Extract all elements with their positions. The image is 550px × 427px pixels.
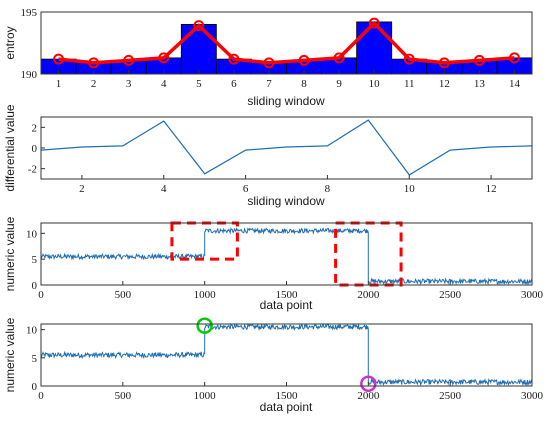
signal-boxes-ytick-label: 10 <box>26 228 38 240</box>
entropy-point <box>403 53 415 65</box>
entropy-xtick-label: 4 <box>161 78 167 90</box>
entropy-xtick-label: 13 <box>474 78 486 90</box>
entropy-bar <box>180 23 217 75</box>
entropy-xtick-label: 2 <box>91 78 97 90</box>
signal-boxes-xtick-label: 500 <box>115 289 132 301</box>
circle-annotation <box>360 375 377 392</box>
signal-boxes-ytick-label: 5 <box>32 254 38 266</box>
entropy-point <box>228 53 240 65</box>
signal-boxes-xtick-label: 3000 <box>521 289 544 301</box>
signal-markers-series-line <box>40 322 533 387</box>
signal-boxes-series-line <box>40 227 533 286</box>
signal-boxes-ticks: 0 500 1000 1500 2000 2500 3000 0 5 10 <box>26 228 544 301</box>
differential-series-line <box>40 119 533 176</box>
entropy-point <box>438 57 450 69</box>
signal-markers-xtick-label: 2000 <box>357 390 380 402</box>
entropy-point <box>298 54 310 66</box>
entropy-xtick-label: 1 <box>56 78 62 90</box>
circle-annotation <box>196 317 213 334</box>
signal-markers-xtick-label: 1000 <box>194 390 217 402</box>
signal-boxes-xtick-label: 1000 <box>194 289 217 301</box>
differential-xtick-label: 2 <box>79 183 85 195</box>
entropy-xtick-label: 6 <box>231 78 237 90</box>
entropy-xtick-label: 3 <box>126 78 132 90</box>
signal-markers-ytick-label: 5 <box>32 353 38 365</box>
signal-markers-xtick-label: 0 <box>38 390 44 402</box>
entropy-xtick-label: 11 <box>404 78 415 90</box>
entropy-line <box>53 17 520 69</box>
signal-markers-ticks: 0 500 1000 1500 2000 2500 3000 0 5 10 <box>26 325 544 402</box>
differential-xtick-label: 4 <box>161 183 167 195</box>
signal-boxes-line <box>40 227 533 286</box>
signal-markers-xlabel: data point <box>260 400 313 414</box>
signal-boxes-ytick-label: 0 <box>32 280 38 292</box>
entropy-bar <box>356 21 393 75</box>
signal-markers-ytick-label: 10 <box>26 325 38 337</box>
panel-differential: 2 4 6 8 10 12 -2 0 2 sliding window differential… <box>3 104 533 208</box>
differential-xtick-label: 8 <box>325 183 331 195</box>
entropy-ylabel: entroy <box>3 26 17 59</box>
entropy-axes-frame <box>40 11 533 75</box>
entropy-xtick-label: 10 <box>369 78 381 90</box>
entropy-xtick-label: 9 <box>336 78 342 90</box>
entropy-point <box>368 17 380 29</box>
signal-markers-xtick-label: 1500 <box>276 390 299 402</box>
entropy-xtick-label: 7 <box>266 78 272 90</box>
entropy-point <box>88 57 100 69</box>
entropy-bars <box>40 21 533 75</box>
differential-xlabel: sliding window <box>247 194 325 208</box>
signal-markers-xtick-label: 3000 <box>521 390 544 402</box>
signal-markers-ytick-label: 0 <box>32 381 38 393</box>
differential-line <box>40 119 533 176</box>
differential-ytick-label: 0 <box>32 143 38 155</box>
differential-ytick-label: -2 <box>28 164 37 176</box>
entropy-xlabel: sliding window <box>247 94 325 108</box>
signal-boxes-xtick-label: 0 <box>38 289 44 301</box>
signal-boxes-xlabel: data point <box>260 298 313 312</box>
entropy-point <box>333 52 345 64</box>
entropy-xtick-label: 12 <box>439 78 450 90</box>
signal-boxes-axes-frame <box>40 222 533 286</box>
signal-boxes-xtick-label: 1500 <box>276 289 299 301</box>
differential-xtick-label: 12 <box>486 183 497 195</box>
differential-axes-frame <box>40 116 533 180</box>
signal-markers-xtick-label: 500 <box>115 390 132 402</box>
entropy-series-line <box>58 20 515 65</box>
entropy-xtick-label: 8 <box>301 78 307 90</box>
signal-markers-xtick-label: 2500 <box>439 390 462 402</box>
entropy-point <box>473 54 485 66</box>
entropy-xtick-label: 5 <box>196 78 202 90</box>
signal-markers-line <box>40 322 533 387</box>
entropy-ytick-label: 195 <box>21 7 38 19</box>
signal-boxes-xtick-label: 2500 <box>439 289 462 301</box>
differential-ticks: 2 4 6 8 10 12 -2 0 2 <box>28 122 497 195</box>
entropy-ytick-label: 190 <box>21 69 38 81</box>
entropy-point <box>123 54 135 66</box>
differential-xtick-label: 6 <box>243 183 249 195</box>
differential-ytick-label: 2 <box>32 122 38 134</box>
signal-markers-ylabel: numeric value <box>3 317 17 392</box>
signal-boxes-xtick-label: 2000 <box>357 289 380 301</box>
signal-boxes-ylabel: numeric value <box>3 216 17 291</box>
differential-ylabel: differential value <box>3 104 17 191</box>
entropy-point <box>53 53 65 65</box>
differential-xtick-label: 10 <box>404 183 416 195</box>
entropy-point <box>158 52 170 64</box>
signal-markers-annotations <box>196 317 377 392</box>
entropy-point <box>508 52 520 64</box>
entropy-point <box>193 20 205 32</box>
entropy-point <box>263 57 275 69</box>
entropy-xtick-label: 14 <box>509 78 521 90</box>
